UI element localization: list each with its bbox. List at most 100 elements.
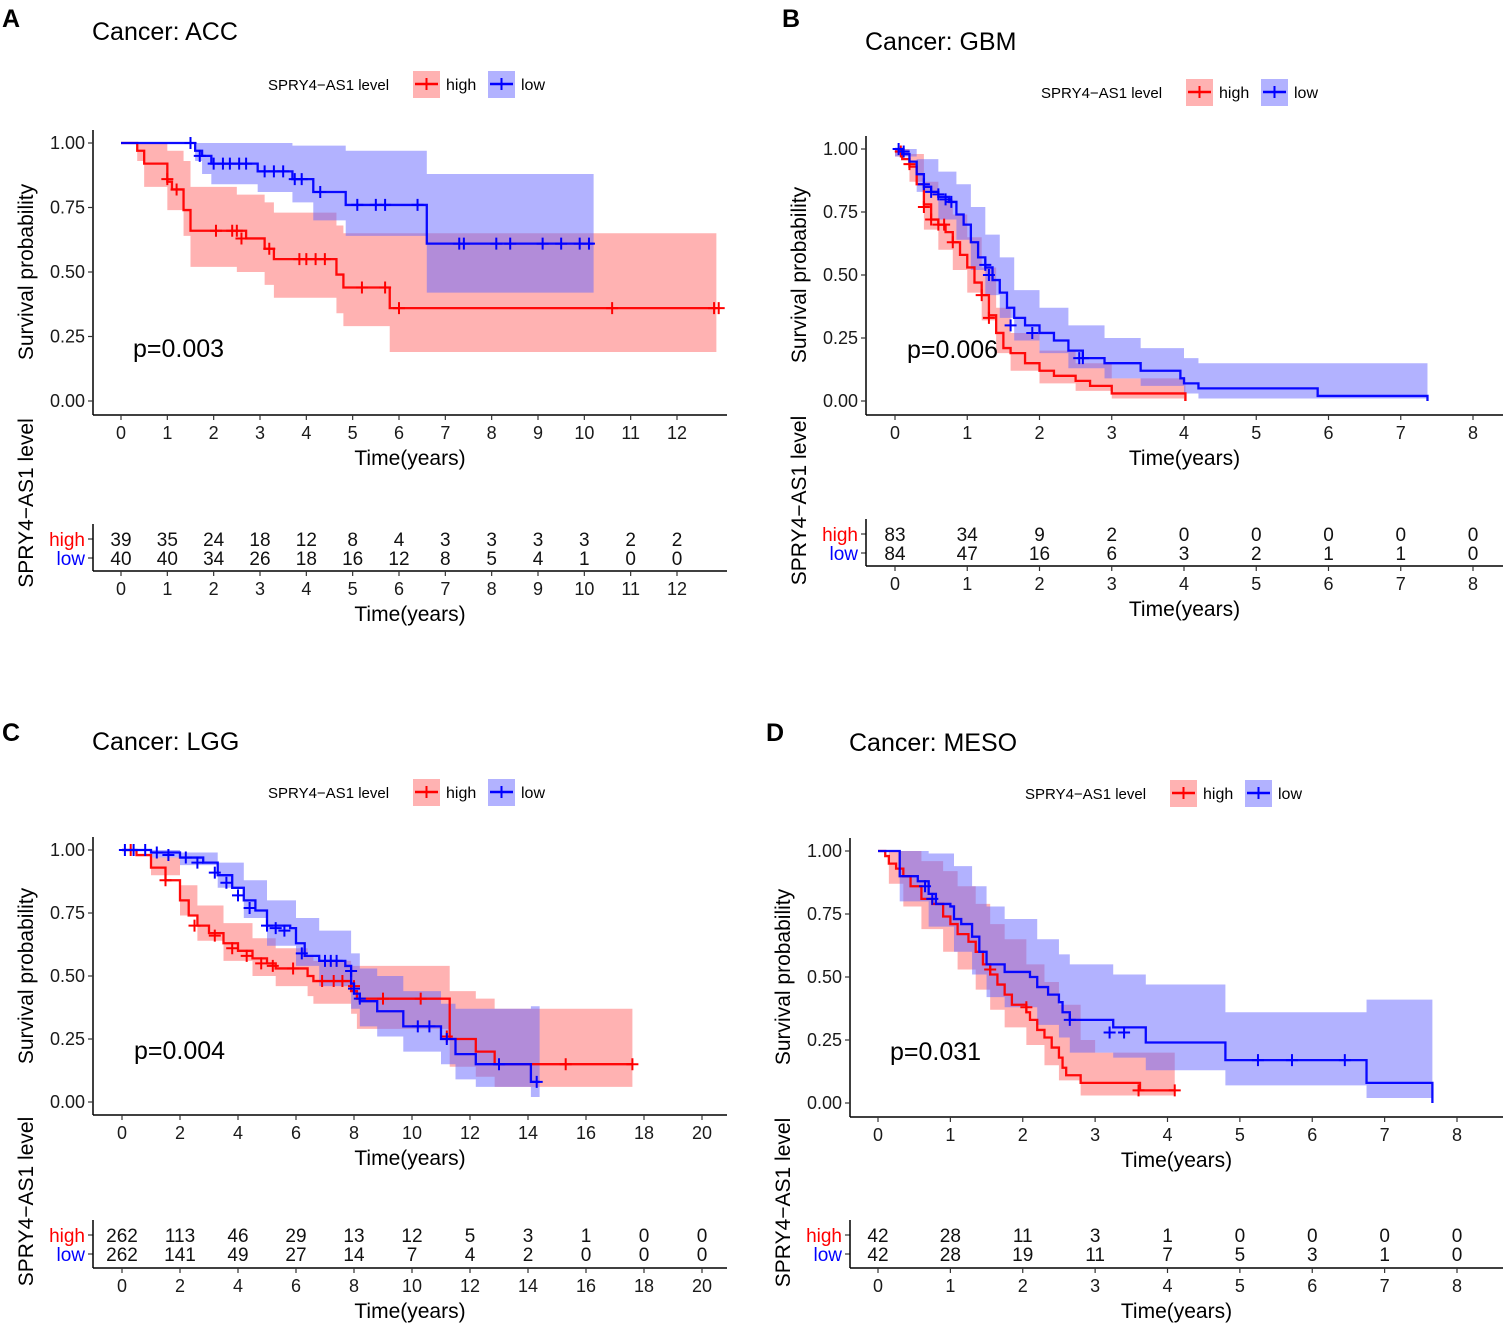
x-tick-label: 10	[402, 1123, 422, 1143]
censor-mark-high	[255, 957, 268, 970]
y-tick-label: 0.00	[807, 1093, 842, 1113]
x-tick-label: 3	[255, 423, 265, 443]
censor-mark-low	[926, 892, 939, 905]
legend-item-high: high	[1170, 780, 1233, 807]
risk-x-tick-label: 8	[349, 1276, 359, 1296]
censor-mark-low	[440, 1033, 453, 1045]
censor-mark-high	[159, 874, 172, 887]
censor-mark-low	[945, 195, 958, 208]
censor-mark-high	[626, 1058, 639, 1071]
risk-count-high: 262	[106, 1226, 138, 1247]
risk-count-high: 11	[1013, 1226, 1033, 1247]
risk-count-low: 1	[1379, 1245, 1390, 1266]
legend-title: SPRY4−AS1 level	[268, 77, 389, 94]
panel-letter: B	[782, 5, 800, 33]
censor-mark-low	[295, 173, 308, 186]
legend-title: SPRY4−AS1 level	[1041, 85, 1162, 102]
risk-x-tick-label: 16	[576, 1276, 596, 1296]
censor-mark-low	[379, 198, 392, 211]
x-tick-label: 8	[349, 1123, 359, 1143]
censor-mark-high	[379, 281, 392, 294]
censor-mark-low	[191, 856, 204, 869]
censor-mark-low	[261, 919, 273, 932]
risk-x-tick-label: 9	[533, 579, 543, 599]
risk-x-tick-label: 1	[162, 579, 172, 599]
risk-x-tick-label: 12	[667, 579, 687, 599]
x-tick-label: 3	[1107, 423, 1117, 443]
risk-count-high: 3	[533, 530, 544, 551]
risk-count-high: 8	[347, 530, 358, 551]
risk-x-tick-label: 2	[1034, 574, 1044, 594]
risk-x-tick-label: 8	[1468, 574, 1478, 594]
censor-mark-low	[490, 237, 503, 250]
risk-count-low: 0	[1468, 544, 1479, 565]
risk-count-low: 28	[940, 1245, 961, 1266]
risk-row-label-low: low	[56, 1245, 85, 1266]
censor-mark-high	[316, 975, 329, 988]
censor-mark-low	[162, 849, 175, 862]
risk-row-label-high: high	[806, 1226, 842, 1247]
p-value-label: p=0.031	[890, 1038, 981, 1066]
x-tick-label: 4	[1162, 1125, 1172, 1145]
risk-count-high: 3	[440, 530, 451, 551]
censor-mark-low	[208, 866, 221, 879]
risk-x-tick-label: 10	[402, 1276, 422, 1296]
risk-count-high: 12	[401, 1226, 422, 1247]
x-tick-label: 0	[116, 423, 126, 443]
risk-x-tick-label: 6	[1323, 574, 1333, 594]
censor-mark-low	[193, 149, 206, 162]
legend-label-high: high	[1219, 85, 1249, 102]
censor-mark-low	[1118, 1026, 1131, 1039]
legend-label-low: low	[1278, 786, 1302, 803]
risk-x-tick-label: 4	[1162, 1276, 1172, 1296]
risk-x-tick-label: 3	[255, 579, 265, 599]
risk-row-label-high: high	[49, 1226, 85, 1247]
x-tick-label: 6	[1323, 423, 1333, 443]
x-tick-label: 0	[873, 1125, 883, 1145]
legend-item-high: high	[413, 779, 476, 806]
x-tick-label: 7	[440, 423, 450, 443]
risk-x-tick-label: 4	[233, 1276, 243, 1296]
risk-x-tick-label: 10	[574, 579, 594, 599]
risk-count-low: 141	[164, 1245, 196, 1266]
censor-mark-low	[345, 964, 358, 977]
legend-item-high: high	[413, 71, 476, 98]
censor-mark-low	[919, 880, 932, 893]
risk-x-tick-label: 7	[1396, 574, 1406, 594]
risk-count-low: 0	[672, 549, 683, 570]
risk-x-tick-label: 1	[945, 1276, 955, 1296]
x-tick-label: 0	[890, 423, 900, 443]
risk-count-high: 3	[523, 1226, 534, 1247]
y-tick-label: 0.25	[50, 1029, 85, 1049]
risk-count-high: 0	[1179, 525, 1190, 546]
x-tick-label: 3	[1090, 1125, 1100, 1145]
censor-mark-high	[712, 302, 725, 315]
y-tick-label: 0.00	[50, 391, 85, 411]
y-tick-label: 1.00	[823, 139, 858, 159]
risk-count-high: 29	[285, 1226, 306, 1247]
censor-mark-low	[127, 844, 140, 856]
risk-count-high: 113	[165, 1226, 195, 1247]
risk-count-low: 0	[639, 1245, 650, 1266]
panel-letter: D	[766, 719, 784, 747]
censor-mark-high	[1168, 1084, 1181, 1097]
survival-curve-low	[122, 848, 540, 1083]
risk-count-high: 2	[625, 530, 636, 551]
risk-count-high: 0	[1452, 1226, 1463, 1247]
legend-label-high: high	[446, 77, 476, 94]
risk-count-high: 0	[639, 1226, 650, 1247]
p-value-label: p=0.004	[134, 1037, 225, 1065]
censor-mark-low	[1026, 326, 1039, 339]
risk-count-high: 0	[1468, 525, 1479, 546]
risk-row-label-low: low	[829, 544, 858, 565]
risk-count-low: 5	[486, 549, 497, 570]
risk-count-high: 34	[957, 525, 979, 546]
censor-mark-low	[277, 165, 290, 178]
risk-x-tick-label: 8	[1452, 1276, 1462, 1296]
censor-mark-low	[240, 157, 253, 170]
risk-count-high: 0	[1323, 525, 1334, 546]
censor-mark-low	[269, 922, 282, 935]
